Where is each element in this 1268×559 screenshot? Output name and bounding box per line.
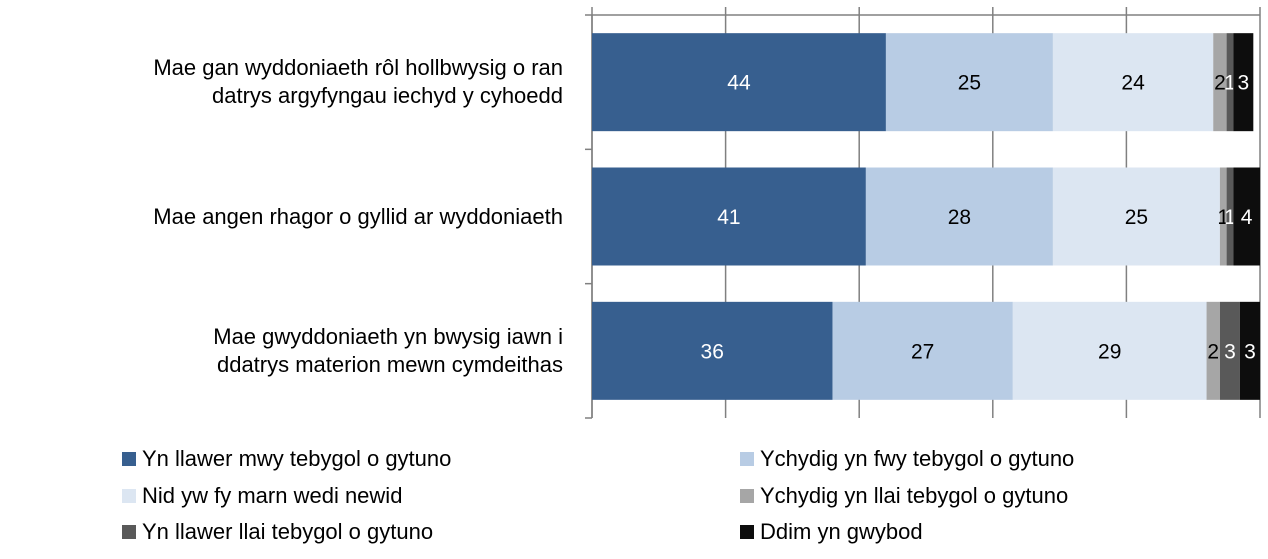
bar-segment bbox=[1052, 167, 1220, 266]
data-label: 3 bbox=[1224, 340, 1236, 363]
data-label: 27 bbox=[911, 340, 934, 363]
bar-segment bbox=[592, 301, 833, 400]
data-label: 1 bbox=[1217, 206, 1229, 229]
data-label: 36 bbox=[701, 340, 724, 363]
bar-segment bbox=[1239, 301, 1260, 400]
data-label: 24 bbox=[1121, 72, 1145, 95]
legend-label: Yn llawer llai tebygol o gytuno bbox=[142, 519, 434, 544]
data-label: 3 bbox=[1237, 72, 1249, 95]
data-label: 44 bbox=[727, 72, 751, 95]
legend-label: Ddim yn gwybod bbox=[760, 519, 923, 544]
data-label: 25 bbox=[1125, 206, 1148, 229]
legend-label: Ychydig yn llai tebygol o gytuno bbox=[760, 483, 1069, 508]
bar-segment bbox=[1219, 167, 1227, 266]
category-label: Mae gwyddoniaeth yn bwysig iawn i ddatry… bbox=[213, 323, 563, 377]
legend-item: Ychydig yn fwy tebygol o gytuno bbox=[740, 446, 1074, 472]
bar-segment bbox=[1219, 301, 1240, 400]
legend-swatch bbox=[122, 525, 136, 539]
data-label: 1 bbox=[1224, 206, 1236, 229]
bar-segment bbox=[832, 301, 1013, 400]
legend-item: Yn llawer mwy tebygol o gytuno bbox=[122, 446, 451, 472]
legend-item: Ddim yn gwybod bbox=[740, 519, 923, 545]
data-label: 29 bbox=[1098, 340, 1121, 363]
data-label: 3 bbox=[1244, 340, 1256, 363]
data-label: 2 bbox=[1214, 72, 1226, 95]
bar-segment bbox=[1213, 33, 1227, 132]
bar-segment bbox=[1012, 301, 1207, 400]
bar-segment bbox=[592, 167, 866, 266]
legend-label: Yn llawer mwy tebygol o gytuno bbox=[142, 446, 452, 471]
data-label: 4 bbox=[1241, 206, 1253, 229]
legend-label: Nid yw fy marn wedi newid bbox=[142, 483, 403, 508]
bar-segment bbox=[1233, 167, 1260, 266]
legend-swatch bbox=[740, 525, 754, 539]
data-label: 41 bbox=[717, 206, 740, 229]
data-label: 1 bbox=[1224, 72, 1236, 95]
bar-segment bbox=[885, 33, 1053, 132]
data-label: 28 bbox=[948, 206, 971, 229]
legend-swatch bbox=[122, 452, 136, 466]
bar-segment bbox=[1052, 33, 1214, 132]
data-label: 2 bbox=[1207, 340, 1219, 363]
legend-label: Ychydig yn fwy tebygol o gytuno bbox=[760, 446, 1075, 471]
bar-segment bbox=[1226, 167, 1234, 266]
bar-segment bbox=[1233, 33, 1254, 132]
legend-item: Nid yw fy marn wedi newid bbox=[122, 483, 402, 509]
bar-segment bbox=[592, 33, 886, 132]
data-label: 25 bbox=[958, 72, 981, 95]
legend-swatch bbox=[122, 489, 136, 503]
bar-segment bbox=[1226, 33, 1234, 132]
bar-segment bbox=[1206, 301, 1220, 400]
category-label: Mae angen rhagor o gyllid ar wyddoniaeth bbox=[153, 203, 563, 229]
legend-swatch bbox=[740, 452, 754, 466]
category-label: Mae gan wyddoniaeth rôl hollbwysig o ran… bbox=[153, 55, 563, 109]
legend-item: Yn llawer llai tebygol o gytuno bbox=[122, 519, 433, 545]
legend-swatch bbox=[740, 489, 754, 503]
legend-item: Ychydig yn llai tebygol o gytuno bbox=[740, 483, 1068, 509]
bar-segment bbox=[865, 167, 1053, 266]
